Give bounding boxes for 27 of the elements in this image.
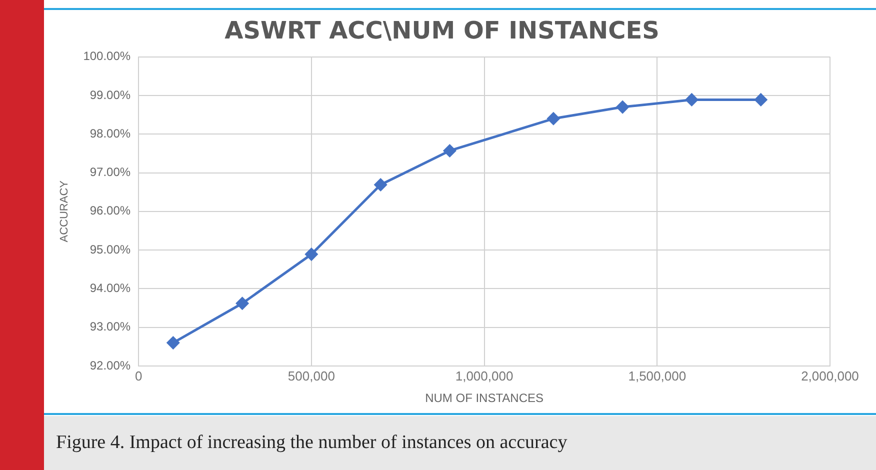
point bbox=[374, 178, 387, 191]
x-tick-label: 2,000,000 bbox=[801, 368, 859, 384]
x-tick-label: 1,000,000 bbox=[455, 368, 514, 384]
chart-title: ASWRT ACC\NUM OF INSTANCES bbox=[224, 16, 660, 45]
point bbox=[685, 93, 698, 106]
y-tick-label: 94.00% bbox=[90, 281, 131, 296]
x-tick-label: 1,500,000 bbox=[628, 368, 686, 384]
y-tick-label: 92.00% bbox=[90, 358, 131, 372]
y-axis-title: ACCURACY bbox=[58, 180, 71, 242]
y-tick-label: 93.00% bbox=[90, 320, 131, 334]
y-tick-label: 100.00% bbox=[83, 49, 131, 64]
point bbox=[166, 336, 180, 350]
point bbox=[305, 248, 318, 261]
x-tick-label: 0 bbox=[134, 368, 142, 384]
y-tick-label: 95.00% bbox=[90, 242, 131, 256]
y-tick-label: 96.00% bbox=[90, 204, 131, 218]
point bbox=[754, 93, 768, 106]
x-axis-title: NUM OF INSTANCES bbox=[425, 391, 544, 406]
point bbox=[616, 100, 629, 114]
point bbox=[236, 297, 249, 310]
y-tick-label: 97.00% bbox=[90, 165, 131, 180]
y-tick-label: 98.00% bbox=[90, 126, 131, 140]
point bbox=[547, 112, 560, 125]
point bbox=[443, 144, 456, 157]
caption: Figure 4. Impact of increasing the number of instances on accuracy bbox=[44, 416, 876, 470]
x-tick-label: 500,000 bbox=[288, 368, 335, 384]
y-tick-label: 99.00% bbox=[90, 88, 131, 102]
